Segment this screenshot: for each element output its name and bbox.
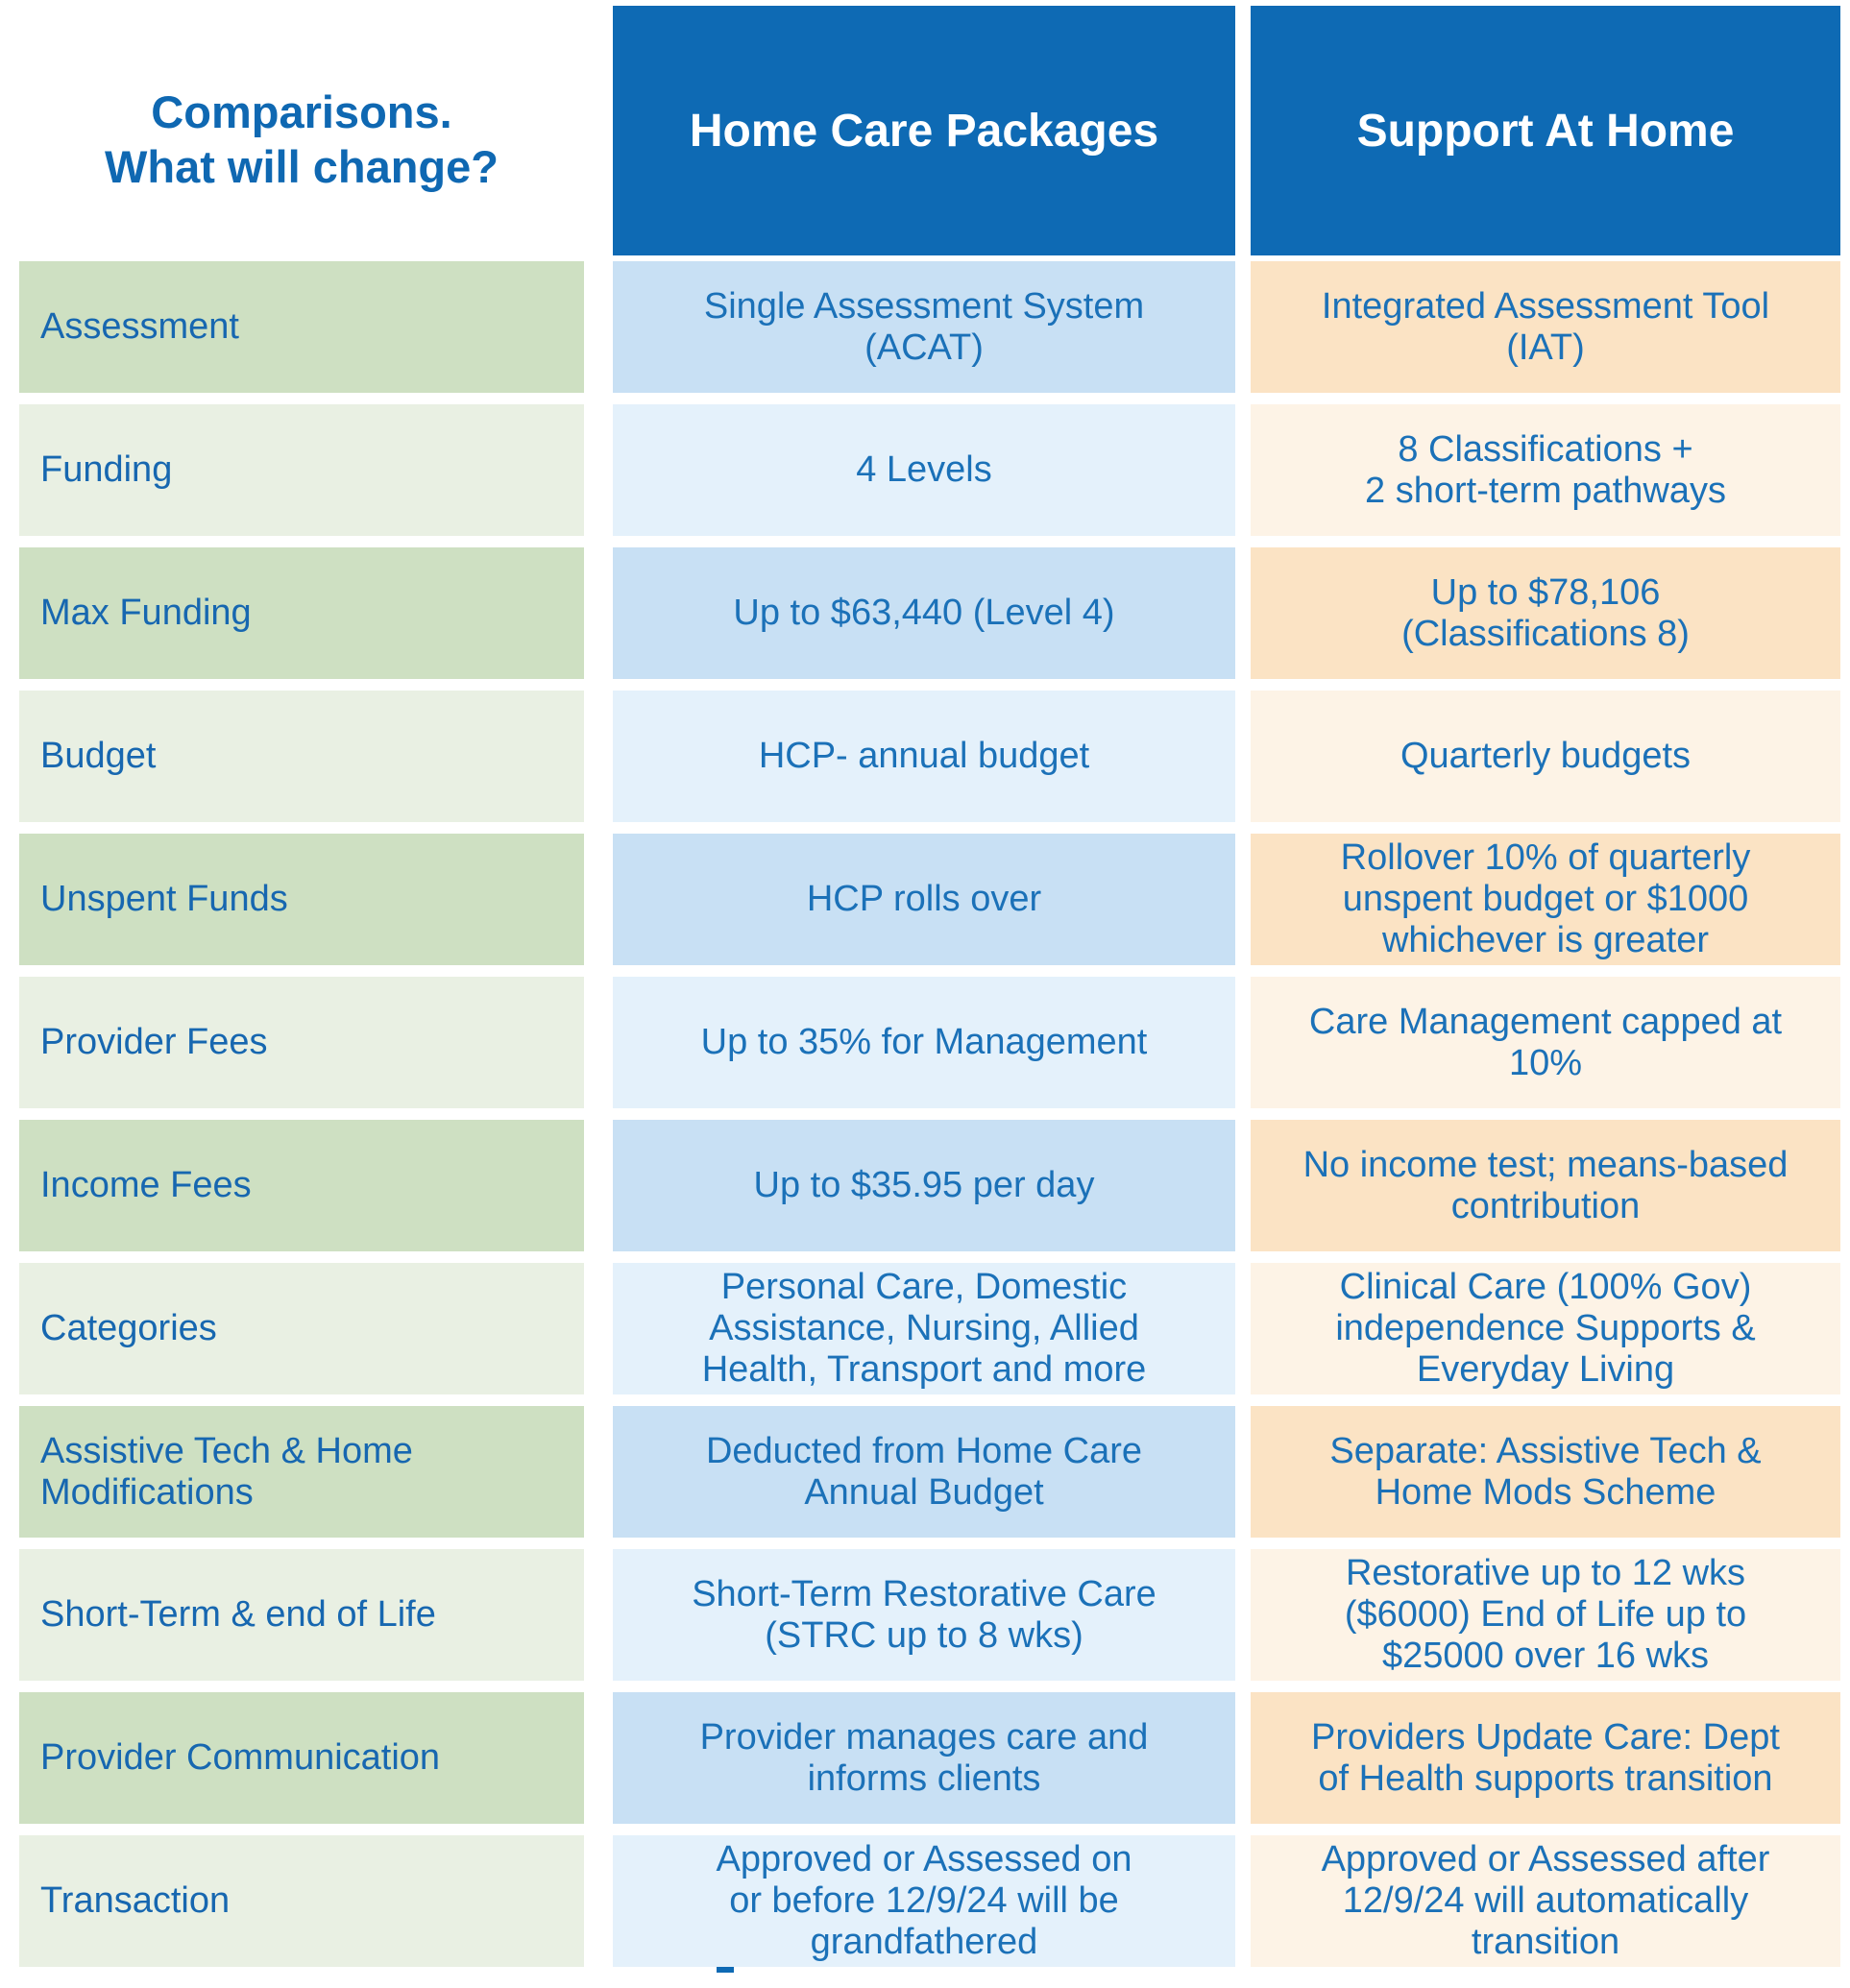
hcp-cell: Approved or Assessed on or before 12/9/2… <box>613 1835 1235 1967</box>
row-label: Categories <box>19 1263 584 1394</box>
hcp-cell: Deducted from Home Care Annual Budget <box>613 1406 1235 1538</box>
row-label: Income Fees <box>19 1120 584 1251</box>
hcp-cell: Short-Term Restorative Care (STRC up to … <box>613 1549 1235 1681</box>
table-row: Provider Fees Up to 35% for Management C… <box>0 977 1850 1108</box>
row-label: Budget <box>19 691 584 822</box>
row-label: Provider Fees <box>19 977 584 1108</box>
row-label: Funding <box>19 404 584 536</box>
sah-cell: 8 Classifications + 2 short-term pathway… <box>1251 404 1840 536</box>
sah-cell: Restorative up to 12 wks ($6000) End of … <box>1251 1549 1840 1681</box>
table-row: Assessment Single Assessment System (ACA… <box>0 261 1850 393</box>
hcp-cell: Single Assessment System (ACAT) <box>613 261 1235 393</box>
hcp-cell: Provider manages care and informs client… <box>613 1692 1235 1824</box>
sah-cell: Providers Update Care: Dept of Health su… <box>1251 1692 1840 1824</box>
sah-cell: Up to $78,106 (Classifications 8) <box>1251 547 1840 679</box>
table-row: Max Funding Up to $63,440 (Level 4) Up t… <box>0 547 1850 679</box>
hcp-cell: Up to 35% for Management <box>613 977 1235 1108</box>
table-row: Categories Personal Care, Domestic Assis… <box>0 1263 1850 1394</box>
table-row: Short-Term & end of Life Short-Term Rest… <box>0 1549 1850 1681</box>
table-row: Budget HCP- annual budget Quarterly budg… <box>0 691 1850 822</box>
hcp-cell: HCP rolls over <box>613 834 1235 965</box>
hcp-cell: HCP- annual budget <box>613 691 1235 822</box>
row-label: Assistive Tech & Home Modifications <box>19 1406 584 1538</box>
sah-cell: Approved or Assessed after 12/9/24 will … <box>1251 1835 1840 1967</box>
sah-cell: Quarterly budgets <box>1251 691 1840 822</box>
table-row: Assistive Tech & Home Modifications Dedu… <box>0 1406 1850 1538</box>
sah-cell: Integrated Assessment Tool (IAT) <box>1251 261 1840 393</box>
hcp-cell: 4 Levels <box>613 404 1235 536</box>
row-label: Transaction <box>19 1835 584 1967</box>
sah-cell: No income test; means-based contribution <box>1251 1120 1840 1251</box>
hcp-cell: Personal Care, Domestic Assistance, Nurs… <box>613 1263 1235 1394</box>
row-label: Short-Term & end of Life <box>19 1549 584 1681</box>
row-label: Unspent Funds <box>19 834 584 965</box>
cropped-blue-artifact <box>717 1967 734 1973</box>
row-label: Max Funding <box>19 547 584 679</box>
sah-cell: Separate: Assistive Tech & Home Mods Sch… <box>1251 1406 1840 1538</box>
sah-cell: Clinical Care (100% Gov) independence Su… <box>1251 1263 1840 1394</box>
page-title: Comparisons. What will change? <box>105 86 499 193</box>
table-row: Income Fees Up to $35.95 per day No inco… <box>0 1120 1850 1251</box>
column-header-support-at-home: Support At Home <box>1251 6 1840 255</box>
table-body: Assessment Single Assessment System (ACA… <box>0 261 1850 1978</box>
column-header-home-care-packages: Home Care Packages <box>613 6 1235 255</box>
row-label: Provider Communication <box>19 1692 584 1824</box>
table-row: Transaction Approved or Assessed on or b… <box>0 1835 1850 1967</box>
table-row: Provider Communication Provider manages … <box>0 1692 1850 1824</box>
sah-cell: Rollover 10% of quarterly unspent budget… <box>1251 834 1840 965</box>
row-label: Assessment <box>19 261 584 393</box>
table-row: Unspent Funds HCP rolls over Rollover 10… <box>0 834 1850 965</box>
hcp-cell: Up to $35.95 per day <box>613 1120 1235 1251</box>
table-row: Funding 4 Levels 8 Classifications + 2 s… <box>0 404 1850 536</box>
sah-cell: Care Management capped at 10% <box>1251 977 1840 1108</box>
hcp-cell: Up to $63,440 (Level 4) <box>613 547 1235 679</box>
